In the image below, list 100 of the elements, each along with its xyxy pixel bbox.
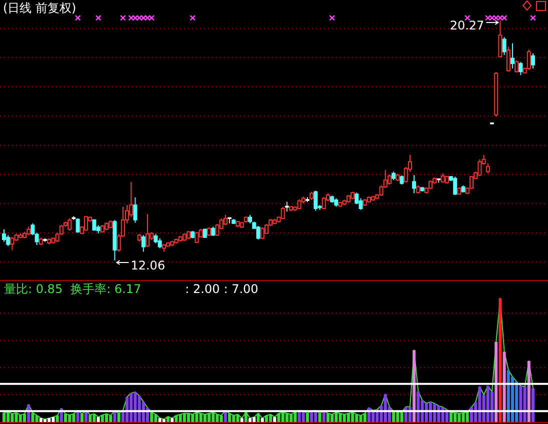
candlestick [428,180,432,190]
bar [454,412,457,422]
text: 换手率: 6.17 [70,282,142,296]
bar [281,412,284,422]
candlestick [68,218,72,232]
candlestick [272,218,277,224]
bar [96,417,100,422]
candlestick [228,216,232,224]
candlestick [334,198,338,208]
bar [310,410,314,422]
bar [466,412,469,422]
bar [6,412,10,422]
bar [220,415,223,422]
bar [208,413,211,422]
bar [256,413,260,422]
candlestick [43,238,47,242]
bar [318,413,322,422]
bar [187,413,190,422]
bar [178,414,182,422]
candlestick [100,224,104,233]
bar [277,413,280,422]
candlestick [412,174,416,194]
bar [334,412,338,422]
candlestick [223,214,228,226]
bar [191,414,194,422]
bar [478,386,482,422]
candlestick [366,196,371,204]
bar [39,418,42,422]
bar [502,352,506,422]
candlestick [182,233,186,242]
candlestick [306,196,310,202]
candlestick [342,199,346,206]
bar [498,298,502,422]
candlestick [371,195,376,202]
candlestick [494,71,498,118]
bar [273,417,276,422]
bar [519,386,522,422]
bar [68,414,72,422]
candlestick [289,206,294,212]
bar [306,413,309,422]
candlestick [51,236,56,244]
candlestick [285,201,289,212]
bar [232,415,236,422]
bar [326,413,330,422]
bar [400,412,404,422]
bar [342,414,346,422]
bar [330,414,334,422]
bar [236,414,240,422]
candlestick [322,196,326,210]
bar [35,415,38,422]
candlestick [10,236,14,250]
bar [212,412,215,422]
bar [523,386,526,422]
bar [290,414,293,422]
candlestick [108,220,113,229]
bar [100,414,104,422]
bar [346,413,350,422]
bar [351,412,354,422]
candlestick [518,62,523,76]
bar [355,414,358,422]
bar [88,414,92,422]
bar [162,419,166,422]
candlestick [236,220,240,228]
candlestick [112,219,117,261]
candlestick [440,172,445,183]
candlestick [72,216,76,221]
candlestick [453,176,458,196]
bar [338,413,342,422]
bar [252,417,256,422]
bar [228,413,232,422]
candlestick [420,186,424,192]
candlestick [162,244,166,252]
bar [166,416,170,422]
bar [170,418,174,422]
bar [109,415,112,422]
candlestick [297,198,302,210]
candlestick [154,233,158,244]
candlestick [190,230,195,239]
candlestick [244,216,248,223]
bar [64,414,68,422]
bar [269,414,272,422]
candlestick [240,221,244,229]
bar [44,419,47,422]
bar [113,410,116,422]
bar [174,415,178,422]
candlestick [256,226,260,240]
candlestick [137,233,142,242]
candlestick [186,230,191,240]
candlestick [506,46,510,72]
bar [449,412,452,422]
bar [203,414,206,422]
bar [117,413,120,422]
bar [396,412,400,422]
chart-title: (日线 前复权) [3,1,76,15]
candlestick [526,48,531,70]
bar [134,392,137,422]
bar [363,413,366,422]
bar [416,391,420,422]
bar [384,394,387,422]
candlestick [362,198,367,207]
